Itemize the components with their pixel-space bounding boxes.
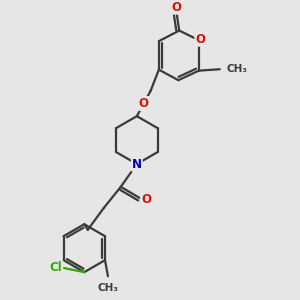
Text: N: N: [132, 158, 142, 171]
Text: O: O: [195, 33, 205, 46]
Text: O: O: [171, 1, 181, 14]
Text: O: O: [141, 194, 151, 206]
Text: CH₃: CH₃: [226, 64, 247, 74]
Text: Cl: Cl: [50, 261, 62, 274]
Text: CH₃: CH₃: [98, 283, 118, 293]
Text: O: O: [139, 97, 149, 110]
